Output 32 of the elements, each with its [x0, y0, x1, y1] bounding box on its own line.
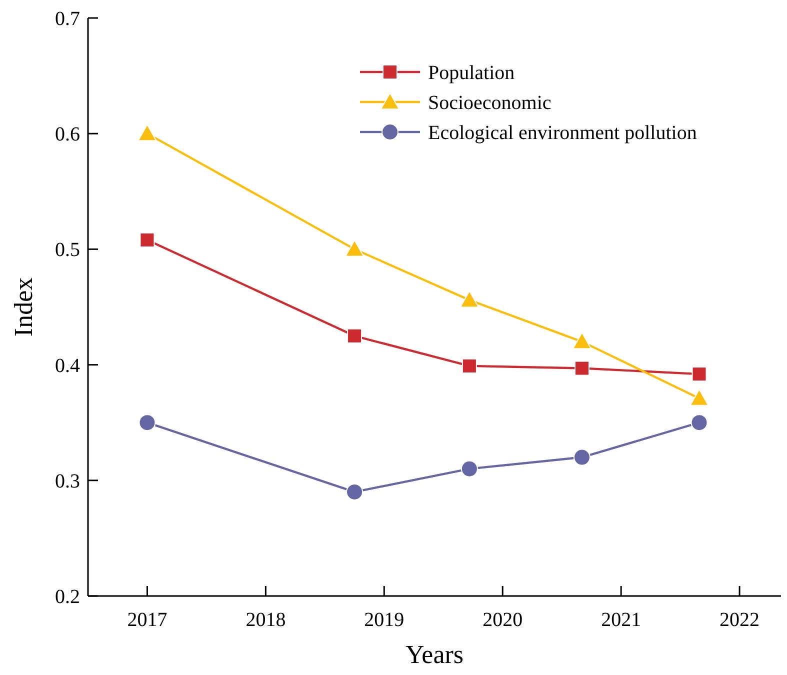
- x-tick-label: 2018: [246, 609, 286, 631]
- point: [345, 240, 364, 257]
- point: [460, 460, 478, 478]
- x-tick-label: 2017: [127, 609, 168, 631]
- point: [347, 328, 362, 344]
- y-tick-label: 0.3: [55, 470, 80, 492]
- point: [140, 232, 155, 248]
- point: [573, 448, 590, 466]
- x-tick-label: 2020: [482, 609, 523, 631]
- point: [346, 483, 364, 500]
- point: [690, 388, 709, 406]
- y-tick-label: 0.2: [55, 586, 80, 608]
- point: [692, 366, 707, 382]
- point: [690, 414, 708, 432]
- x-tick-label: 2021: [601, 609, 642, 631]
- y-axis-title: Index: [9, 277, 38, 337]
- x-tick-label: 2022: [720, 609, 760, 631]
- point: [138, 124, 157, 142]
- x-axis-title: Years: [405, 640, 464, 669]
- point: [462, 358, 477, 374]
- legend-label: Socioeconomic: [428, 92, 552, 114]
- y-tick-label: 0.6: [55, 124, 80, 146]
- point: [460, 290, 479, 308]
- point: [572, 332, 592, 350]
- y-tick-label: 0.4: [55, 354, 80, 377]
- point: [574, 360, 590, 376]
- legend-label: Ecological environment pollution: [428, 122, 697, 144]
- point: [138, 414, 156, 432]
- y-tick-label: 0.5: [55, 239, 80, 262]
- x-tick-label: 2019: [364, 609, 404, 631]
- legend-label: Population: [428, 62, 515, 84]
- y-tick-label: 0.7: [55, 8, 80, 30]
